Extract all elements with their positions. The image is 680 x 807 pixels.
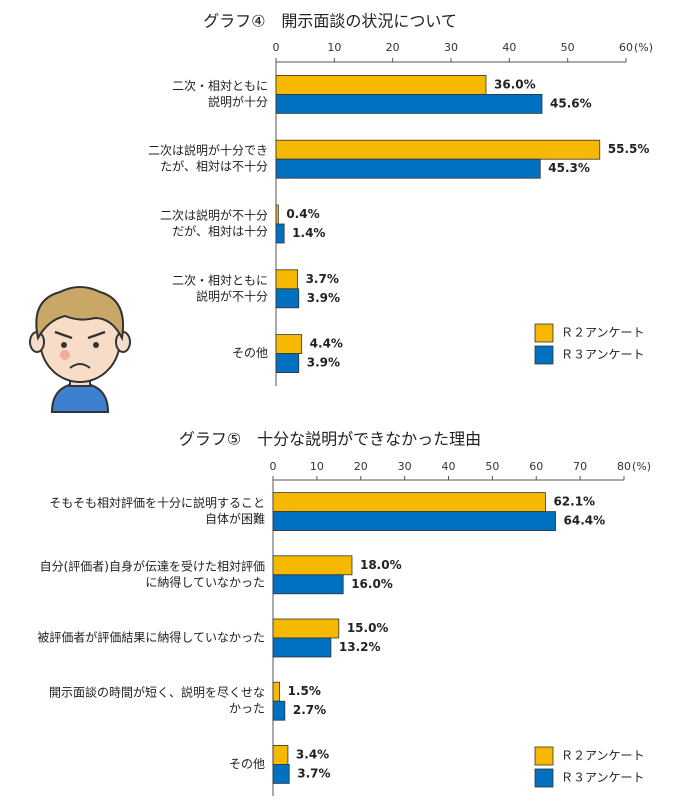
- x-tick-label: 70: [573, 460, 587, 473]
- value-label: 3.7%: [306, 272, 339, 286]
- category-label: 説明が十分: [208, 94, 268, 109]
- value-label: 3.9%: [307, 291, 340, 305]
- x-tick-label: 60: [529, 460, 543, 473]
- category-label: 二次は説明が十分でき: [148, 143, 268, 158]
- category-label: その他: [229, 757, 265, 771]
- category-label: そもそも相対評価を十分に説明すること: [49, 495, 265, 510]
- x-tick-label: 10: [310, 460, 324, 473]
- legend-swatch: [534, 768, 554, 788]
- bar: [272, 700, 286, 721]
- x-tick-label: 80: [617, 460, 631, 473]
- value-label: 3.4%: [296, 747, 329, 761]
- bar: [272, 637, 332, 658]
- bar: [272, 574, 344, 595]
- category-label: 二次・相対ともに: [172, 79, 268, 93]
- legend-label: Ｒ２アンケート: [561, 326, 645, 340]
- chart-title: グラフ⑤ 十分な説明ができなかった理由: [179, 430, 481, 449]
- x-tick-label: 50: [485, 460, 499, 473]
- x-tick-label: 0: [273, 41, 280, 54]
- x-tick-label: 40: [442, 460, 456, 473]
- value-label: 45.6%: [550, 96, 592, 110]
- bar: [272, 764, 290, 784]
- bar: [275, 158, 541, 179]
- value-label: 1.4%: [292, 226, 325, 240]
- value-label: 4.4%: [310, 337, 343, 351]
- bar: [275, 353, 300, 374]
- bar: [275, 288, 300, 309]
- category-label: 被評価者が評価結果に納得していなかった: [37, 630, 265, 645]
- legend-swatch: [534, 345, 554, 365]
- value-label: 15.0%: [347, 621, 389, 635]
- bar: [275, 75, 487, 95]
- x-tick-label: 30: [398, 460, 412, 473]
- category-label: たが、相対は不十分: [160, 159, 268, 174]
- bar: [275, 223, 285, 244]
- category-label: 自体が困難: [205, 511, 265, 526]
- bar: [272, 555, 353, 576]
- value-label: 62.1%: [553, 495, 595, 509]
- bar: [275, 139, 601, 160]
- bar: [275, 204, 279, 225]
- category-label: かった: [229, 702, 265, 716]
- category-label: だが、相対は十分: [172, 224, 268, 239]
- category-label: 説明が不十分: [196, 288, 268, 303]
- legend-label: Ｒ３アンケート: [561, 771, 645, 785]
- legend-label: Ｒ３アンケート: [561, 348, 645, 362]
- bar: [272, 511, 556, 532]
- bar: [272, 681, 280, 702]
- x-tick-label: 60: [619, 41, 633, 54]
- bar: [275, 269, 298, 290]
- value-label: 0.4%: [286, 207, 319, 221]
- bar: [272, 618, 340, 639]
- value-label: 18.0%: [360, 558, 402, 572]
- x-tick-label: 0: [270, 460, 277, 473]
- category-label: 二次は説明が不十分: [160, 208, 268, 223]
- bar: [272, 492, 546, 513]
- unit-label: (%): [632, 460, 651, 473]
- legend-label: Ｒ２アンケート: [561, 749, 645, 763]
- bar: [275, 94, 543, 114]
- x-tick-label: 10: [327, 41, 341, 54]
- bar: [272, 745, 289, 765]
- character-illustration: [29, 286, 131, 413]
- chart-title: グラフ④ 開示面談の状況について: [203, 12, 457, 31]
- value-label: 55.5%: [608, 142, 650, 156]
- value-label: 16.0%: [351, 577, 393, 591]
- category-label: 二次・相対ともに: [172, 273, 268, 287]
- legend-swatch: [534, 323, 554, 343]
- category-label: その他: [232, 346, 268, 360]
- category-label: 開示面談の時間が短く、説明を尽くせな: [49, 685, 265, 700]
- value-label: 36.0%: [494, 77, 536, 91]
- value-label: 13.2%: [339, 640, 381, 654]
- value-label: 3.9%: [307, 356, 340, 370]
- value-label: 2.7%: [293, 703, 326, 717]
- x-tick-label: 50: [561, 41, 575, 54]
- x-tick-label: 20: [354, 460, 368, 473]
- x-tick-label: 30: [444, 41, 458, 54]
- category-label: に納得していなかった: [145, 574, 265, 589]
- unit-label: (%): [634, 41, 653, 54]
- x-tick-label: 40: [502, 41, 516, 54]
- value-label: 45.3%: [548, 161, 590, 175]
- category-label: 自分(評価者)自身が伝達を受けた相対評価: [40, 558, 265, 573]
- value-label: 64.4%: [564, 514, 606, 528]
- value-label: 1.5%: [288, 684, 321, 698]
- x-tick-label: 20: [386, 41, 400, 54]
- legend-swatch: [534, 746, 554, 766]
- value-label: 3.7%: [297, 766, 330, 780]
- bar: [275, 334, 303, 355]
